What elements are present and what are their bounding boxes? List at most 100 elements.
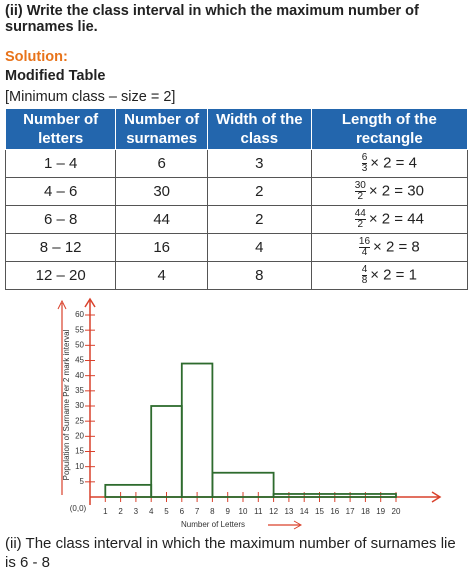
x-tick-label: 4: [149, 507, 154, 516]
cell: 6 – 8: [4, 205, 117, 234]
x-tick-label: 17: [346, 507, 355, 516]
bar: [104, 483, 153, 498]
subtitle: Modified Table: [5, 68, 106, 84]
row: 12 – 20 4 8 4 8 × 2 = 1: [4, 261, 469, 290]
bar: [272, 493, 397, 498]
cell: 44 2 × 2 = 44: [310, 205, 469, 234]
y-tick-label: 5: [80, 477, 85, 486]
x-tick-label: 7: [195, 507, 200, 516]
x-tick-label: 20: [392, 507, 401, 516]
numerator: 4: [361, 264, 368, 276]
row: 4 – 6 30 2 30 2 × 2 = 30: [4, 177, 469, 206]
cell: 30: [115, 177, 208, 206]
result: × 2 = 4: [370, 154, 417, 172]
cell: 2: [207, 177, 312, 206]
x-tick-label: 12: [269, 507, 278, 516]
question: (ii) Write the class interval in which t…: [5, 3, 419, 35]
cell: 6: [115, 149, 208, 178]
x-arrow: [431, 491, 442, 503]
y-tick-label: 45: [75, 356, 84, 365]
y-tick-label: 20: [75, 431, 84, 440]
header-cell: Number of surnames: [115, 108, 208, 150]
origin-label: (0,0): [70, 504, 87, 513]
bar: [180, 362, 214, 498]
y-tick-label: 30: [75, 401, 84, 410]
cell: 8: [207, 261, 312, 290]
x-tick-label: 2: [118, 507, 123, 516]
x-tick-label: 16: [330, 507, 339, 516]
denominator: 2: [357, 191, 364, 202]
cell: 3: [207, 149, 312, 178]
y-tick-label: 10: [75, 462, 84, 471]
denominator: 3: [361, 163, 368, 174]
numerator: 30: [354, 180, 366, 192]
y-label-arrowhead: [57, 299, 67, 310]
cell: 30 2 × 2 = 30: [310, 177, 469, 206]
x-axis-label: Number of Letters: [181, 520, 245, 529]
cell: 6 3 × 2 = 4: [310, 149, 469, 178]
cell: 4 – 6: [4, 177, 117, 206]
y-tick-label: 60: [75, 310, 84, 319]
y-tick-label: 35: [75, 386, 84, 395]
x-tick-label: 11: [254, 507, 263, 516]
row: 6 – 8 44 2 44 2 × 2 = 44: [4, 205, 469, 234]
cell: 16: [115, 233, 208, 262]
note: [Minimum class – size = 2]: [5, 89, 176, 105]
denominator: 8: [361, 275, 368, 286]
bar: [211, 471, 275, 498]
cell: 12 – 20: [4, 261, 117, 290]
x-tick-label: 13: [284, 507, 293, 516]
header-cell: Length of the rectangle: [310, 108, 469, 150]
cell: 16 4 × 2 = 8: [310, 233, 469, 262]
cell: 4 8 × 2 = 1: [310, 261, 469, 290]
y-tick-label: 55: [75, 325, 84, 334]
cell: 4: [207, 233, 312, 262]
cell: 4: [115, 261, 208, 290]
fraction: 30 2: [354, 180, 366, 202]
numerator: 6: [361, 152, 368, 164]
cell: 1 – 4: [4, 149, 117, 178]
cell: 8 – 12: [4, 233, 117, 262]
x-tick-label: 3: [134, 507, 139, 516]
row: 1 – 4 6 3 6 3 × 2 = 4: [4, 149, 469, 178]
bar: [150, 405, 183, 498]
y-arrow: [84, 297, 96, 308]
fraction: 44 2: [354, 208, 366, 230]
x-tick-label: 10: [239, 507, 248, 516]
y-tick-label: 15: [75, 447, 84, 456]
row: 8 – 12 16 4 16 4 × 2 = 8: [4, 233, 469, 262]
result: × 2 = 8: [373, 238, 420, 256]
x-tick-label: 5: [164, 507, 169, 516]
table: Number of letters Number of surnames Width…: [4, 108, 469, 290]
result: × 2 = 1: [370, 266, 417, 284]
x-tick-label: 9: [225, 507, 230, 516]
histogram: 1 2 3 4 5 6 7 8 9 10 11 12 13 14 15 16 17 18 19 20510152025…: [57, 297, 442, 530]
x-tick-label: 1: [103, 507, 108, 516]
header-cell: Number of letters: [4, 108, 117, 150]
solution-label: Solution:: [5, 49, 68, 65]
x-tick-label: 6: [180, 507, 185, 516]
header-cell: Width of the class: [207, 108, 312, 150]
result: × 2 = 44: [368, 210, 424, 228]
y-tick-label: 50: [75, 340, 84, 349]
numerator: 44: [354, 208, 366, 220]
denominator: 4: [361, 247, 368, 258]
cell: 44: [115, 205, 208, 234]
y-axis-label: Population of Surname Per 2 mark interva…: [62, 329, 71, 480]
y-tick-label: 40: [75, 371, 84, 380]
result: × 2 = 30: [368, 182, 424, 200]
numerator: 16: [358, 236, 371, 248]
x-tick-label: 14: [300, 507, 309, 516]
answer: (ii) The class interval in which the max…: [5, 535, 456, 571]
fraction: 16 4: [358, 236, 371, 258]
x-tick-label: 18: [361, 507, 370, 516]
cell: 2: [207, 205, 312, 234]
x-tick-label: 15: [315, 507, 324, 516]
y-tick-label: 25: [75, 416, 84, 425]
x-tick-label: 8: [210, 507, 215, 516]
denominator: 2: [357, 219, 364, 230]
x-label-arrowhead: [293, 520, 303, 530]
